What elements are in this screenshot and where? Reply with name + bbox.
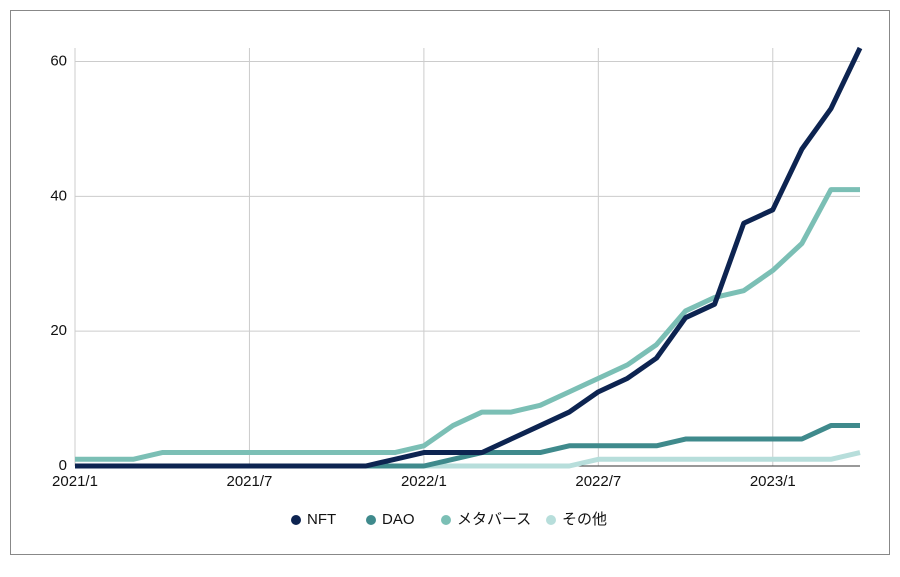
legend-swatch <box>441 515 451 525</box>
x-tick-label: 2021/1 <box>52 473 98 490</box>
y-tick-label: 60 <box>50 52 67 69</box>
y-tick-label: 40 <box>50 187 67 204</box>
legend-label: メタバース <box>457 511 531 528</box>
y-tick-label: 20 <box>50 322 67 339</box>
series-line <box>75 46 863 469</box>
legend-label: DAO <box>382 511 415 528</box>
legend-swatch <box>546 515 556 525</box>
series-line <box>75 187 860 462</box>
legend-swatch <box>366 515 376 525</box>
x-tick-label: 2022/1 <box>401 473 447 490</box>
legend-label: NFT <box>307 511 336 528</box>
x-tick-label: 2023/1 <box>750 473 796 490</box>
x-tick-label: 2022/7 <box>575 473 621 490</box>
x-tick-label: 2021/7 <box>226 473 272 490</box>
legend-swatch <box>291 515 301 525</box>
legend-label: その他 <box>562 511 607 528</box>
y-tick-label: 0 <box>59 457 67 474</box>
